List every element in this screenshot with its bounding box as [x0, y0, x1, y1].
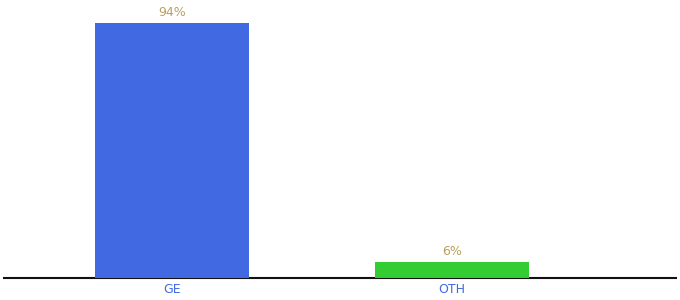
- Bar: [375, 262, 529, 278]
- Text: 94%: 94%: [158, 6, 186, 19]
- Text: 6%: 6%: [442, 244, 462, 258]
- Bar: [95, 23, 249, 278]
